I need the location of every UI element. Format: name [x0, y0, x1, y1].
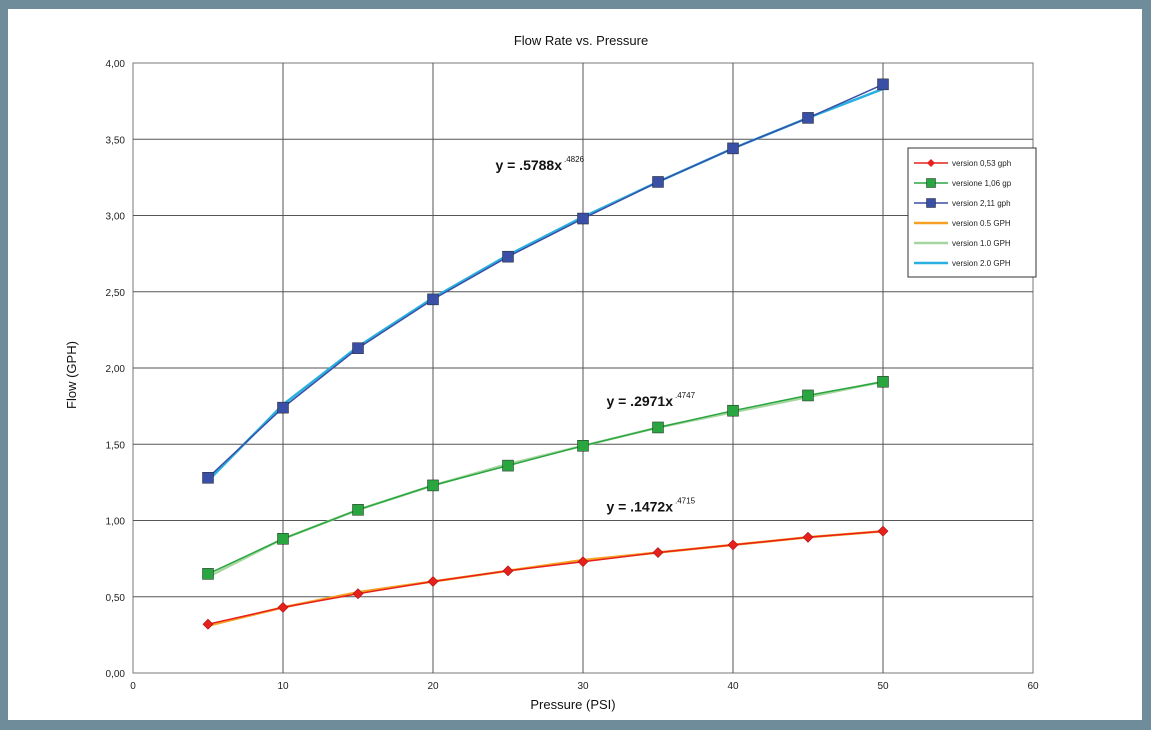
y-tick-label: 0,50 — [106, 593, 126, 604]
y-tick-label: 1,50 — [106, 440, 126, 451]
legend-box — [907, 147, 1037, 278]
chart-svg: 0 10 20 30 40 50 60 0,00 0,50 1,00 1,50 2,00 2,50 3,0… — [64, 33, 1039, 712]
y-tick-label: 2,50 — [106, 288, 126, 299]
data-point — [877, 375, 889, 388]
data-point — [202, 472, 214, 484]
equation-exponent: .4826 — [564, 155, 585, 164]
data-point — [652, 421, 664, 434]
series-connector — [207, 530, 884, 625]
equation-exponent: .4747 — [675, 391, 696, 400]
y-axis-label: Flow (GPH) — [64, 341, 79, 409]
y-tick-label: 0,00 — [106, 669, 126, 680]
data-point — [802, 389, 814, 402]
series-layer — [202, 78, 889, 630]
data-point — [802, 112, 814, 124]
data-point — [427, 293, 439, 306]
equation-label: y = .2971x — [606, 393, 673, 409]
y-tick-label: 3,50 — [106, 135, 126, 146]
x-tick-label: 10 — [277, 681, 289, 692]
x-tick-label: 30 — [577, 681, 589, 692]
data-point — [802, 531, 814, 543]
y-tick-label: 4,00 — [106, 59, 126, 70]
data-point — [652, 547, 664, 558]
annotations-layer: y = .5788x .4826 y = .2971x .4747 y = .1472x… — [495, 155, 695, 515]
legend-swatch-marker — [927, 159, 935, 167]
y-tick-label: 3,00 — [106, 212, 126, 223]
legend: version 0,53 gph versione 1,06 gp version … — [907, 147, 1037, 278]
data-point — [502, 565, 514, 577]
grid — [133, 63, 1033, 673]
x-tick-label: 60 — [1027, 681, 1039, 692]
y-tick-label: 2,00 — [106, 364, 126, 375]
data-point — [577, 556, 589, 568]
data-point — [202, 568, 214, 580]
chart-title: Flow Rate vs. Pressure — [514, 33, 648, 48]
series-connector — [207, 380, 884, 575]
data-point — [277, 533, 289, 545]
series-connector — [207, 83, 884, 479]
data-point — [877, 525, 889, 537]
data-point — [877, 78, 889, 91]
x-tick-label: 50 — [877, 681, 889, 692]
equation-exponent: .4715 — [675, 496, 696, 505]
data-point — [352, 504, 364, 516]
data-point — [727, 142, 739, 155]
data-point — [502, 250, 514, 263]
x-tick-label: 40 — [727, 681, 739, 692]
chart-frame: 0 10 20 30 40 50 60 0,00 0,50 1,00 1,50 2,00 2,50 3,0… — [8, 9, 1142, 720]
data-point — [277, 602, 289, 613]
x-tick-label: 20 — [427, 681, 439, 692]
data-point — [652, 176, 664, 188]
legend-label: version 0.5 GPH — [952, 219, 1011, 228]
data-point — [202, 618, 214, 630]
axis-ticks: 0 10 20 30 40 50 60 0,00 0,50 1,00 1,50 2,00 2,50 3,0… — [106, 59, 1039, 692]
legend-label: version 0,53 gph — [952, 159, 1011, 168]
data-point — [727, 404, 739, 417]
legend-swatch-marker — [926, 178, 936, 188]
legend-label: version 2.0 GPH — [952, 259, 1011, 268]
y-tick-label: 1,00 — [106, 517, 126, 528]
legend-label: versione 1,06 gp — [952, 179, 1012, 188]
data-point — [352, 588, 364, 600]
equation-label: y = .5788x — [495, 157, 562, 173]
data-point — [427, 576, 439, 587]
data-point — [427, 479, 439, 492]
data-point — [277, 401, 289, 414]
equation-label: y = .1472x — [606, 498, 673, 514]
data-point — [577, 440, 589, 452]
data-point — [727, 539, 739, 551]
legend-label: version 2,11 gph — [952, 199, 1011, 208]
x-tick-label: 0 — [130, 681, 136, 692]
data-point — [577, 212, 589, 225]
legend-swatch-marker — [926, 198, 936, 208]
legend-label: version 1.0 GPH — [952, 239, 1011, 248]
data-point — [502, 459, 514, 472]
data-point — [352, 342, 364, 354]
x-axis-label: Pressure (PSI) — [530, 697, 615, 712]
